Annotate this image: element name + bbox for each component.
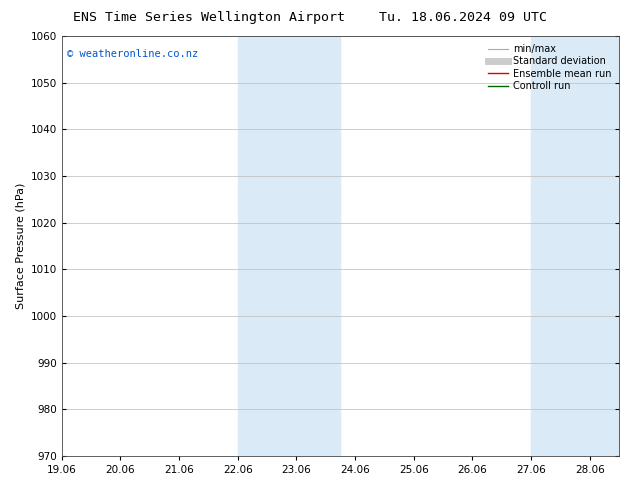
Legend: min/max, Standard deviation, Ensemble mean run, Controll run: min/max, Standard deviation, Ensemble me… xyxy=(486,41,614,94)
Y-axis label: Surface Pressure (hPa): Surface Pressure (hPa) xyxy=(15,183,25,309)
Text: © weatheronline.co.nz: © weatheronline.co.nz xyxy=(67,49,198,59)
Bar xyxy=(238,36,340,456)
Bar xyxy=(531,36,619,456)
Text: Tu. 18.06.2024 09 UTC: Tu. 18.06.2024 09 UTC xyxy=(379,11,547,24)
Text: ENS Time Series Wellington Airport: ENS Time Series Wellington Airport xyxy=(73,11,346,24)
